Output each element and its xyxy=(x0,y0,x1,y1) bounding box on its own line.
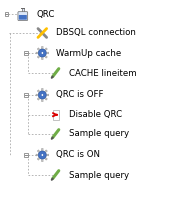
Text: Sample query: Sample query xyxy=(69,130,129,138)
Circle shape xyxy=(41,94,43,96)
Bar xyxy=(5,12,8,16)
Circle shape xyxy=(41,52,43,54)
Bar xyxy=(24,51,28,55)
FancyBboxPatch shape xyxy=(18,12,28,20)
Circle shape xyxy=(41,154,43,156)
FancyBboxPatch shape xyxy=(19,15,27,20)
Circle shape xyxy=(38,49,46,57)
Text: WarmUp cache: WarmUp cache xyxy=(56,48,121,58)
Bar xyxy=(21,8,24,13)
Text: QRC is ON: QRC is ON xyxy=(56,150,100,160)
Polygon shape xyxy=(36,47,49,59)
Text: QRC is OFF: QRC is OFF xyxy=(56,90,103,99)
Text: DBSQL connection: DBSQL connection xyxy=(56,28,136,38)
Text: Disable QRC: Disable QRC xyxy=(69,110,122,119)
Text: Sample query: Sample query xyxy=(69,170,129,180)
Text: QRC: QRC xyxy=(36,9,54,19)
Circle shape xyxy=(38,91,46,99)
Bar xyxy=(24,93,28,97)
Polygon shape xyxy=(36,149,49,161)
Circle shape xyxy=(38,151,46,159)
Bar xyxy=(53,110,59,120)
Bar xyxy=(24,153,28,157)
Polygon shape xyxy=(36,89,49,101)
Text: CACHE lineitem: CACHE lineitem xyxy=(69,68,137,77)
